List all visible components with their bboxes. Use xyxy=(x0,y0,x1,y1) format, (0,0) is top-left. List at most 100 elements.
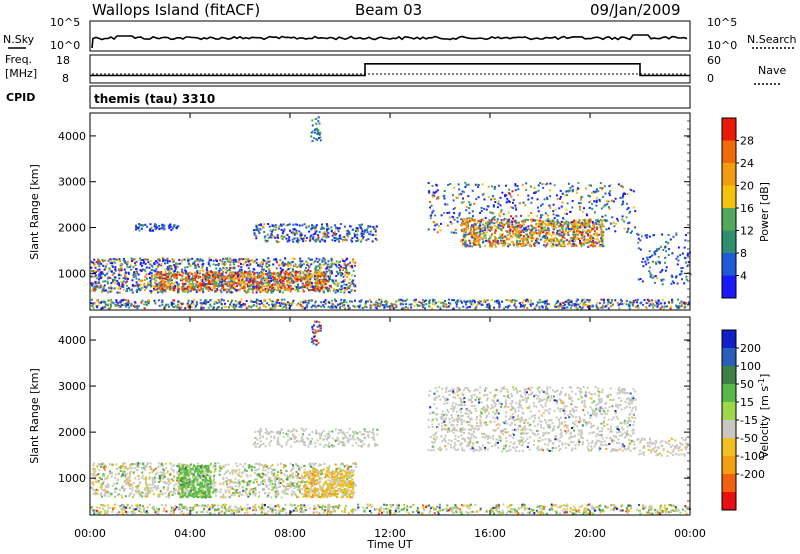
heatmap-cell xyxy=(188,282,191,285)
heatmap-cell xyxy=(301,278,303,281)
heatmap-cell xyxy=(539,301,542,304)
heatmap-cell xyxy=(309,276,312,279)
heatmap-cell xyxy=(282,284,285,287)
heatmap-cell xyxy=(317,282,320,285)
heatmap-cell xyxy=(144,279,146,281)
heatmap-cell xyxy=(568,227,571,230)
heatmap-cell xyxy=(291,238,294,241)
heatmap-cell xyxy=(300,285,303,288)
heatmap-cell xyxy=(477,186,479,188)
heatmap-cell xyxy=(684,239,687,242)
heatmap-cell xyxy=(531,225,534,228)
heatmap-cell xyxy=(293,228,296,231)
heatmap-cell xyxy=(141,268,144,271)
heatmap-cell xyxy=(96,299,98,302)
heatmap-cell xyxy=(453,186,456,189)
heatmap-cell xyxy=(262,270,265,273)
heatmap-cell xyxy=(563,212,566,215)
heatmap-cell xyxy=(330,230,333,233)
heatmap-cell xyxy=(369,230,372,233)
heatmap-cell xyxy=(653,304,656,307)
heatmap-cell xyxy=(299,303,302,306)
heatmap-cell xyxy=(168,271,171,274)
heatmap-cell xyxy=(643,299,646,302)
heatmap-cell xyxy=(235,305,238,308)
heatmap-cell xyxy=(241,280,244,283)
heatmap-cell xyxy=(544,245,547,248)
heatmap-cell xyxy=(184,282,187,285)
heatmap-cell xyxy=(495,221,498,224)
heatmap-cell xyxy=(234,258,237,261)
heatmap-cell xyxy=(386,305,389,308)
heatmap-cell xyxy=(481,227,484,230)
heatmap-cell xyxy=(681,278,683,281)
heatmap-cell xyxy=(229,286,232,289)
heatmap-cell xyxy=(248,272,251,275)
heatmap-cell xyxy=(343,260,346,263)
heatmap-cell xyxy=(335,228,338,231)
heatmap-cell xyxy=(266,239,269,242)
heatmap-cell xyxy=(538,222,541,225)
heatmap-cell xyxy=(417,305,420,307)
heatmap-cell xyxy=(481,193,484,196)
heatmap-cell xyxy=(525,298,528,301)
heatmap-cell xyxy=(400,301,403,304)
heatmap-cell xyxy=(238,302,241,305)
cpid-panel-frame xyxy=(89,85,691,109)
heatmap-cell xyxy=(172,302,175,305)
heatmap-cell xyxy=(237,301,240,304)
heatmap-cell xyxy=(278,264,281,267)
heatmap-cell xyxy=(314,118,317,120)
heatmap-cell xyxy=(323,263,326,266)
heatmap-cell xyxy=(686,254,689,257)
heatmap-cell xyxy=(484,216,487,219)
heatmap-cell xyxy=(289,229,291,232)
heatmap-cell xyxy=(145,286,148,289)
heatmap-cell xyxy=(551,231,554,234)
heatmap-cell xyxy=(468,245,471,248)
heatmap-cell xyxy=(549,206,552,209)
heatmap-cell xyxy=(404,299,407,302)
heatmap-cell xyxy=(583,229,586,232)
heatmap-cell xyxy=(531,197,534,200)
heatmap-cell xyxy=(432,298,435,301)
heatmap-cell xyxy=(162,284,165,287)
heatmap-cell xyxy=(518,226,521,229)
heatmap-cell xyxy=(166,278,169,281)
heatmap-cell xyxy=(543,198,546,201)
heatmap-cell xyxy=(532,227,535,230)
heatmap-cell xyxy=(297,275,300,278)
heatmap-cell xyxy=(157,271,160,274)
heatmap-cell xyxy=(524,218,527,221)
heatmap-cell xyxy=(358,300,361,303)
heatmap-cell xyxy=(170,301,173,304)
heatmap-cell xyxy=(324,258,326,261)
heatmap-cell xyxy=(231,278,234,281)
heatmap-cell xyxy=(140,270,143,273)
heatmap-cell xyxy=(538,219,541,222)
heatmap-cell xyxy=(508,304,511,307)
heatmap-cell xyxy=(135,226,138,229)
heatmap-cell xyxy=(440,214,443,217)
heatmap-cell xyxy=(317,116,320,119)
heatmap-cell xyxy=(201,265,204,268)
heatmap-cell xyxy=(475,243,478,246)
heatmap-cell xyxy=(580,234,583,237)
heatmap-cell xyxy=(225,271,228,274)
heatmap-cell xyxy=(109,258,112,261)
colorbar-tick-label: 4 xyxy=(740,270,747,283)
heatmap-cell xyxy=(149,289,152,292)
heatmap-cell xyxy=(591,192,594,195)
heatmap-cell xyxy=(606,200,609,203)
heatmap-cell xyxy=(559,224,562,227)
heatmap-cell xyxy=(144,268,146,271)
heatmap-cell xyxy=(138,288,141,290)
heatmap-cell xyxy=(302,301,305,304)
heatmap-cell xyxy=(321,272,324,275)
heatmap-cell xyxy=(428,302,431,305)
heatmap-cell xyxy=(257,230,260,233)
heatmap-cell xyxy=(562,241,565,244)
heatmap-cell xyxy=(663,305,666,308)
heatmap-cell xyxy=(322,280,324,282)
heatmap-cell xyxy=(321,286,324,289)
